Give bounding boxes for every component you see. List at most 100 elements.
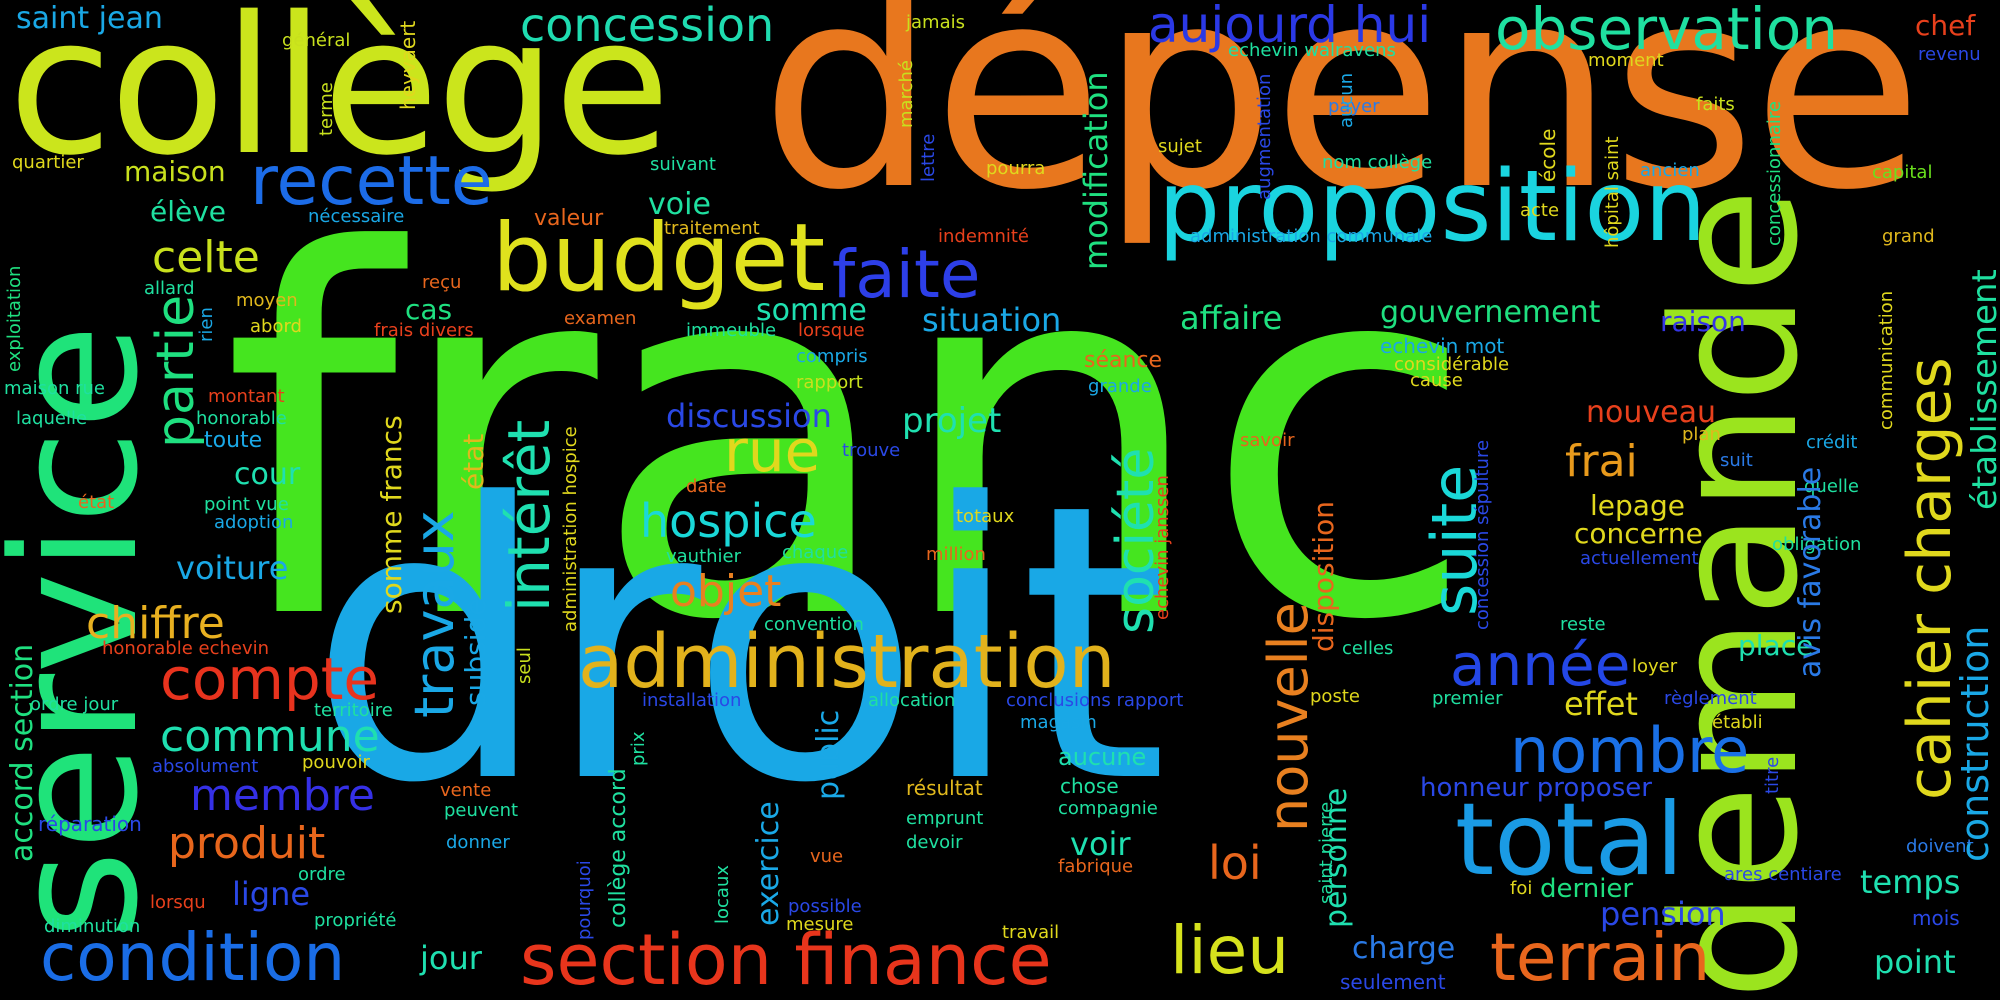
word: plan: [1682, 424, 1721, 445]
word: traitement: [664, 218, 760, 239]
word: voiture: [176, 549, 289, 587]
word: honorable echevin: [102, 638, 270, 659]
word: chaque: [782, 542, 849, 563]
word: établi: [1712, 712, 1763, 733]
word: public: [811, 709, 846, 800]
word: conclusions rapport: [1006, 690, 1184, 711]
word: honorable: [196, 408, 287, 429]
word: point vue: [204, 494, 289, 515]
word: ligne: [232, 875, 311, 913]
word: seulement: [1340, 970, 1446, 994]
word: savoir: [1240, 430, 1295, 451]
word: construction: [1953, 625, 1997, 862]
word: payer: [1328, 96, 1380, 117]
word: projet: [902, 401, 1002, 441]
word: objet: [670, 566, 782, 617]
word: école: [1536, 128, 1560, 182]
word: allocation: [868, 690, 956, 711]
word: collège: [8, 0, 671, 197]
word: valeur: [534, 206, 604, 231]
word: considérable: [1394, 354, 1510, 375]
word: obligation: [1772, 534, 1862, 555]
word: faits: [1696, 94, 1735, 115]
word: cas: [405, 293, 453, 326]
word: concession: [520, 0, 775, 52]
word: nombre: [1510, 714, 1750, 787]
word: rapport: [796, 372, 863, 393]
word: peuvent: [444, 800, 519, 821]
word: vauthier: [666, 546, 742, 567]
word: crédit: [1806, 432, 1858, 453]
word: discussion: [666, 397, 832, 435]
word: séance: [1084, 348, 1163, 373]
word: ares centiare: [1724, 864, 1842, 885]
word: convention: [764, 614, 864, 635]
word: adoption: [214, 512, 294, 533]
word: aujourd hui: [1148, 0, 1432, 54]
word: accord section: [5, 643, 40, 862]
word: règlement: [1664, 688, 1757, 709]
word: million: [926, 544, 986, 565]
word: franc: [222, 147, 1478, 729]
word: affaire: [1180, 299, 1283, 337]
word: état: [457, 433, 490, 490]
word: installation: [642, 690, 742, 711]
word: aucun: [1336, 72, 1357, 128]
word: chef: [1915, 9, 1976, 42]
word: terrain: [1490, 919, 1711, 996]
word: lettre: [918, 133, 939, 182]
word: totaux: [956, 506, 1015, 527]
word: revenu: [1918, 44, 1981, 65]
word: état: [78, 492, 115, 513]
word: ordre: [298, 864, 346, 885]
word: doivent: [1906, 836, 1974, 857]
word: suivant: [650, 154, 716, 175]
word: travaux: [403, 510, 466, 718]
word: premier: [1432, 688, 1503, 709]
word: réparation: [38, 812, 142, 836]
word: absolument: [152, 756, 259, 777]
word: gouvernement: [1380, 295, 1601, 330]
word: immeuble: [686, 320, 777, 341]
word: compagnie: [1058, 798, 1158, 819]
word: voie: [648, 187, 711, 222]
word: seul: [514, 647, 535, 684]
word: concerne: [1574, 517, 1703, 550]
word: travail: [1002, 922, 1060, 943]
word: situation: [922, 301, 1062, 339]
word: budget: [492, 204, 826, 313]
word: vue: [810, 846, 844, 867]
word: sujet: [1158, 136, 1202, 157]
word: celles: [1342, 638, 1394, 659]
word: effet: [1564, 685, 1638, 723]
word: jamais: [906, 12, 965, 33]
word: temps: [1860, 863, 1961, 901]
word: subside: [459, 598, 492, 706]
word: indemnité: [938, 226, 1029, 247]
word: administration hospice: [560, 426, 581, 632]
word: cour: [234, 457, 301, 492]
word: condition: [40, 919, 346, 996]
word: vente: [440, 780, 492, 801]
word: chose: [1060, 774, 1119, 798]
word: acte: [1520, 200, 1560, 221]
word: foi: [1510, 878, 1533, 899]
word: maison: [124, 155, 226, 188]
word: pouvoir: [302, 752, 370, 773]
word: abord: [250, 316, 302, 337]
word: hospice: [640, 494, 817, 548]
word: celte: [152, 232, 260, 283]
word: magasin: [1020, 712, 1097, 733]
word: hôpital saint: [1602, 136, 1623, 248]
word: proposition: [1158, 150, 1707, 264]
word: honneur proposer: [1420, 773, 1652, 803]
word: diminution: [44, 916, 141, 937]
word: echevin walravens: [1228, 40, 1396, 61]
word: ancien: [1640, 160, 1700, 181]
word: concession sépulture: [1472, 439, 1493, 630]
word: suit: [1720, 450, 1753, 471]
word: nouveau: [1586, 395, 1716, 430]
word: aucune: [1058, 743, 1147, 771]
word: loi: [1208, 836, 1262, 890]
word: chiffre: [86, 598, 225, 649]
